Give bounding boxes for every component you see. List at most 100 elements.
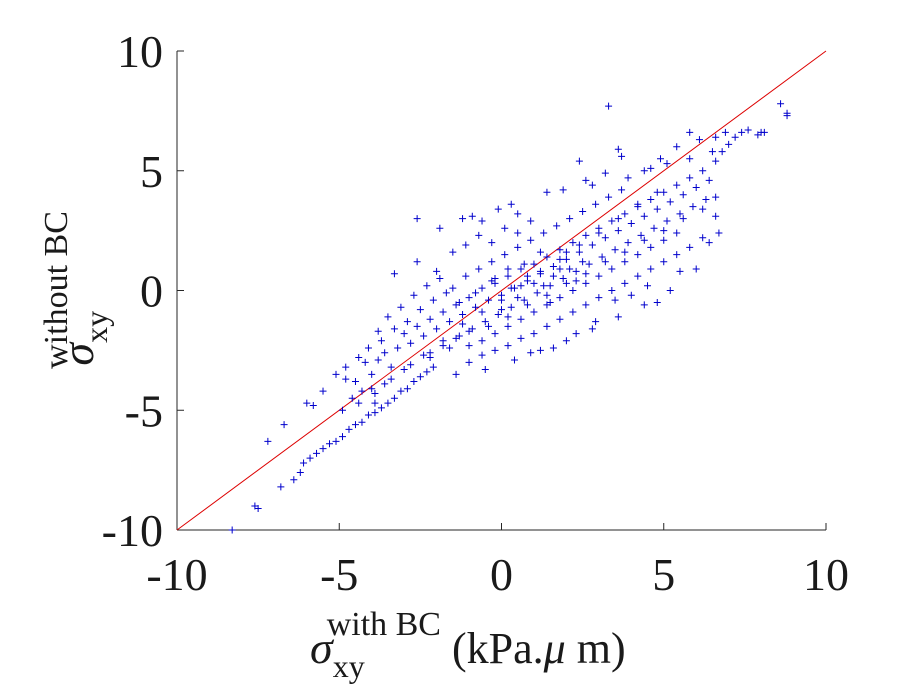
- data-point: [575, 157, 583, 165]
- data-point: [647, 243, 655, 251]
- data-point: [608, 265, 616, 273]
- data-point: [627, 219, 635, 227]
- data-point: [390, 394, 398, 402]
- data-point: [549, 344, 557, 352]
- data-point: [601, 258, 609, 266]
- data-point: [663, 217, 671, 225]
- data-point: [647, 195, 655, 203]
- data-point: [556, 265, 564, 273]
- data-point: [520, 260, 528, 268]
- data-point: [514, 210, 522, 218]
- data-point: [582, 301, 590, 309]
- tick-labels: -10 -5 0 5 10 -10 -5 0 5 10: [102, 26, 849, 600]
- data-point: [579, 258, 587, 266]
- data-point: [559, 186, 567, 194]
- data-point: [530, 330, 538, 338]
- y-axis-label: σxywithout BC: [38, 211, 114, 369]
- data-point: [472, 289, 480, 297]
- data-point: [361, 358, 369, 366]
- data-point: [634, 200, 642, 208]
- data-point: [368, 370, 376, 378]
- data-point: [692, 265, 700, 273]
- data-point: [423, 368, 431, 376]
- data-point: [712, 157, 720, 165]
- data-point: [660, 258, 668, 266]
- data-point: [679, 191, 687, 199]
- data-point: [585, 260, 593, 268]
- data-point: [582, 176, 590, 184]
- data-point: [543, 322, 551, 330]
- data-point: [332, 437, 340, 445]
- data-point: [575, 248, 583, 256]
- data-point: [491, 330, 499, 338]
- x-tick-label: -10: [146, 549, 207, 600]
- y-axis-label-symbol: σ: [52, 341, 103, 366]
- data-point: [433, 267, 441, 275]
- data-point: [595, 229, 603, 237]
- data-point: [449, 284, 457, 292]
- data-point: [686, 174, 694, 182]
- data-point: [397, 387, 405, 395]
- data-point: [708, 148, 716, 156]
- data-point: [290, 476, 298, 484]
- data-point: [575, 241, 583, 249]
- data-point: [618, 152, 626, 160]
- data-point: [416, 306, 424, 314]
- data-point: [640, 236, 648, 244]
- data-point: [416, 373, 424, 381]
- data-point: [517, 265, 525, 273]
- data-point: [556, 315, 564, 323]
- data-point: [695, 136, 703, 144]
- data-point: [498, 306, 505, 314]
- x-axis-label-unit-mu: μ: [543, 624, 566, 673]
- data-point: [319, 387, 327, 395]
- data-point: [712, 133, 720, 141]
- y-tick-label: 0: [140, 266, 163, 317]
- data-point: [280, 421, 288, 429]
- x-axis-label-unit-end: m): [566, 624, 626, 673]
- data-point: [371, 399, 379, 407]
- y-tick-label: -10: [102, 505, 163, 556]
- data-point: [721, 128, 729, 136]
- data-point: [699, 205, 707, 213]
- data-point: [598, 253, 606, 261]
- data-point: [348, 394, 356, 402]
- data-point: [475, 231, 483, 239]
- data-point: [459, 320, 467, 328]
- data-point: [699, 167, 707, 175]
- data-point: [676, 267, 684, 275]
- data-point: [371, 409, 379, 417]
- data-point: [536, 267, 544, 275]
- data-point: [546, 282, 554, 290]
- data-point: [553, 222, 561, 230]
- data-point: [627, 291, 635, 299]
- y-axis-label-superscript: without BC: [38, 211, 75, 369]
- data-point: [540, 282, 548, 290]
- data-point: [420, 332, 428, 340]
- data-point: [566, 265, 574, 273]
- x-tick-label: -5: [320, 549, 358, 600]
- data-point: [296, 469, 304, 477]
- data-point: [712, 193, 720, 201]
- data-point: [319, 445, 327, 453]
- data-point: [731, 133, 739, 141]
- data-point: [394, 344, 402, 352]
- data-point: [371, 389, 379, 397]
- data-point: [374, 327, 382, 335]
- x-axis-label-subscript: xy: [333, 648, 365, 684]
- data-point: [647, 265, 655, 273]
- data-point: [504, 322, 512, 330]
- data-point: [530, 279, 538, 287]
- data-point: [400, 366, 408, 374]
- data-point: [679, 215, 687, 223]
- data-point: [549, 272, 557, 280]
- data-point: [403, 318, 411, 326]
- data-point: [351, 378, 359, 386]
- data-point: [673, 143, 681, 151]
- data-point: [504, 272, 512, 280]
- data-point: [481, 318, 489, 326]
- data-point: [582, 270, 590, 278]
- data-point: [543, 291, 551, 299]
- data-point: [413, 215, 421, 223]
